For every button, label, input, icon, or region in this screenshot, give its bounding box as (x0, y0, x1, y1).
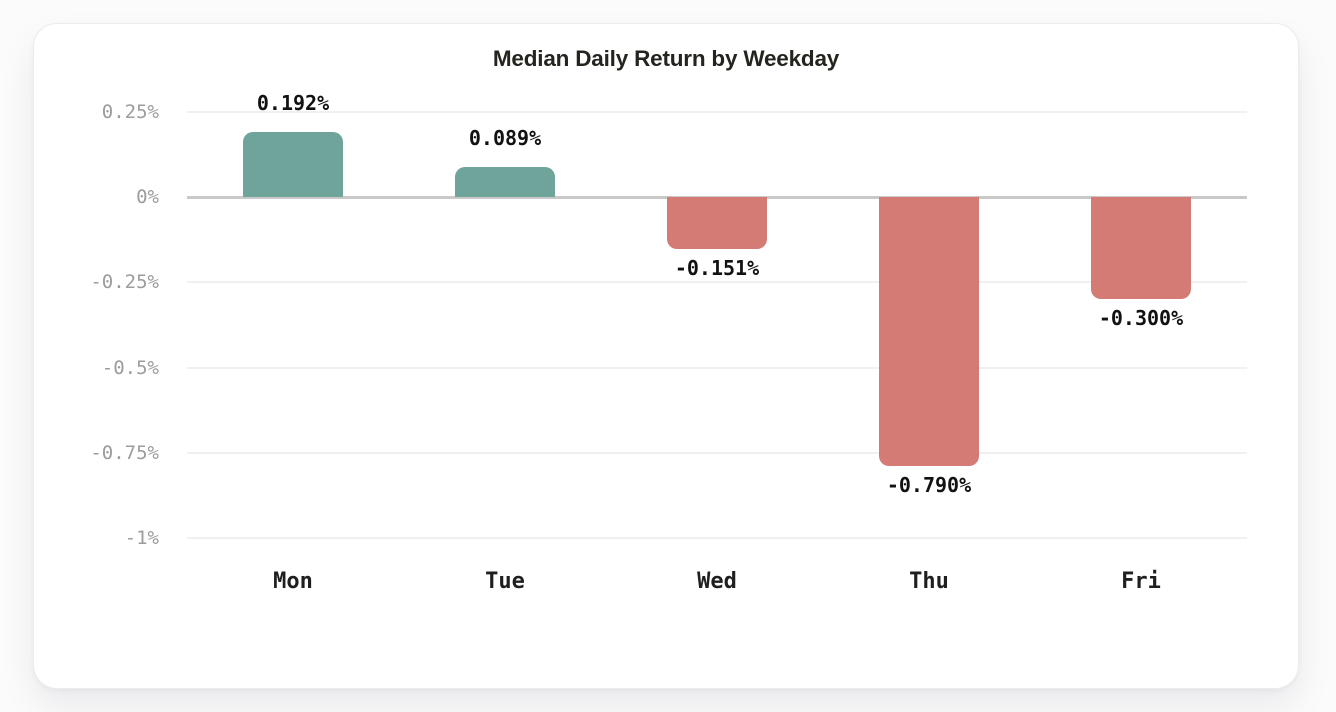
value-label-mon: 0.192% (256, 90, 330, 115)
bar-mon (243, 131, 343, 197)
gridline (187, 451, 1247, 454)
bar-thu (879, 197, 979, 467)
x-axis-label-fri: Fri (1121, 569, 1161, 594)
y-tick-label: 0.25% (101, 100, 159, 123)
x-axis-label-wed: Wed (697, 569, 737, 594)
gridline (187, 537, 1247, 539)
bar-chart-plot-area: 0.25% 0% -0.25% -0.5% -0.75% -1% 0.192% Mon 0.08… (34, 24, 1298, 688)
value-label-wed: -0.151% (674, 255, 760, 280)
x-axis-label-tue: Tue (485, 569, 525, 594)
gridline (187, 281, 1247, 284)
gridline (187, 110, 1247, 113)
chart-card: Median Daily Return by Weekday 0.25% 0% -0… (33, 23, 1299, 689)
y-tick-label: -0.25% (90, 271, 159, 294)
y-tick-label: -0.75% (90, 441, 159, 464)
chart-title: Median Daily Return by Weekday (492, 46, 840, 71)
y-tick-label: -1% (124, 527, 159, 549)
y-tick-label: 0% (136, 186, 159, 208)
value-label-fri: -0.300% (1098, 306, 1184, 331)
value-label-tue: 0.089% (468, 125, 542, 150)
bar-wed (667, 197, 767, 249)
x-axis-label-mon: Mon (273, 569, 313, 594)
bar-fri (1091, 197, 1191, 300)
bar-tue (455, 166, 555, 197)
value-label-thu: -0.790% (886, 473, 972, 498)
y-tick-label: -0.5% (101, 356, 159, 379)
x-axis-label-thu: Thu (909, 569, 949, 594)
gridline (187, 366, 1247, 369)
